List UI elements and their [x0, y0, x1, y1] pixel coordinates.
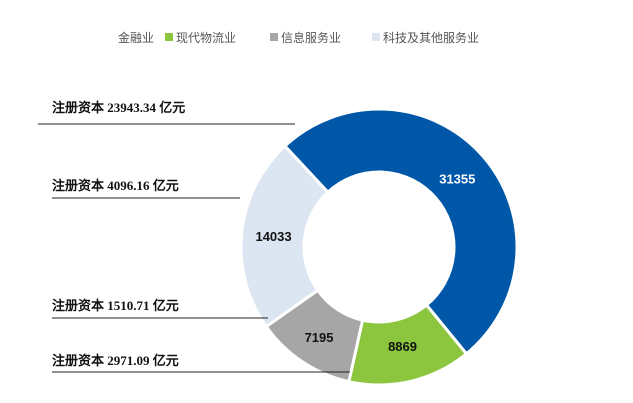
legend-label: 科技及其他服务业 — [383, 30, 479, 45]
donut-slices — [239, 107, 519, 387]
slice-金融业 — [282, 107, 519, 356]
legend-label: 信息服务业 — [281, 30, 341, 45]
legend: 金融业 现代物流业 信息服务业 科技及其他服务业 — [118, 30, 479, 45]
legend-swatch — [372, 33, 380, 41]
legend-swatch — [270, 33, 278, 41]
callout-text: 注册资本 1510.71 亿元 — [52, 298, 179, 313]
callout-1: 注册资本 4096.16 亿元 — [52, 178, 240, 199]
slice-value-label: 14033 — [255, 229, 291, 244]
callout-2: 注册资本 1510.71 亿元 — [52, 298, 268, 319]
slice-value-label: 7195 — [305, 330, 334, 345]
callout-text: 注册资本 4096.16 亿元 — [52, 178, 179, 193]
legend-item-1: 现代物流业 — [165, 31, 236, 45]
callout-3: 注册资本 2971.09 亿元 — [52, 353, 350, 373]
legend-item-0: 金融业 — [118, 30, 154, 45]
callout-text: 注册资本 2971.09 亿元 — [52, 353, 179, 368]
slice-value-labels: 31355 8869 7195 14033 — [255, 172, 475, 355]
slice-value-label: 31355 — [439, 172, 475, 187]
callout-0: 注册资本 23943.34 亿元 — [38, 100, 295, 125]
callout-text: 注册资本 23943.34 亿元 — [52, 100, 185, 115]
legend-label: 金融业 — [118, 30, 154, 45]
slice-科技及其他服务业 — [239, 143, 330, 329]
legend-swatch — [165, 33, 173, 41]
slice-value-label: 8869 — [388, 339, 417, 354]
legend-item-2: 信息服务业 — [270, 30, 341, 45]
legend-item-3: 科技及其他服务业 — [372, 30, 479, 45]
legend-label: 现代物流业 — [176, 31, 236, 45]
